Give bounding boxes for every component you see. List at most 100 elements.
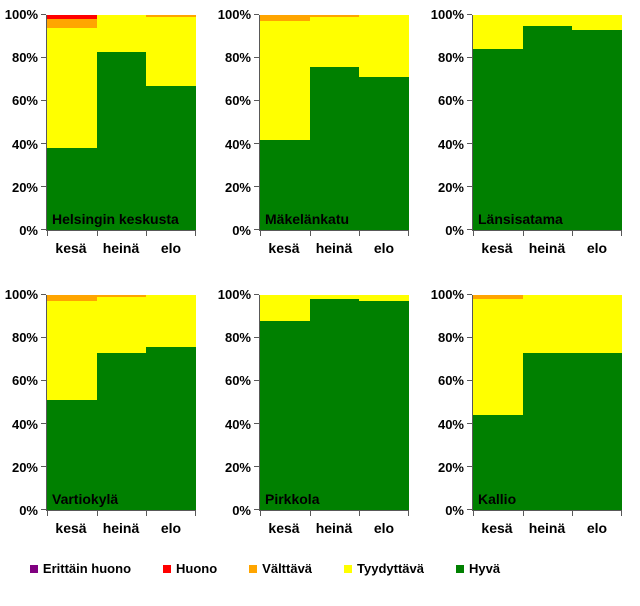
x-axis-category-label: kesä (268, 240, 300, 256)
y-axis-tick-label: 0% (232, 503, 251, 518)
plot-area: Mäkelänkatu (254, 14, 410, 236)
segment-tyydyttävä (96, 15, 147, 52)
legend-item-tyydyttävä: Tyydyttävä (344, 561, 424, 576)
y-axis: 0% 20% 40% 60% 80% 100% (213, 287, 259, 518)
y-axis: 0% 20% 40% 60% 80% 100% (0, 287, 46, 518)
y-axis-tick-label: 40% (11, 416, 38, 432)
segment-hyvä (47, 148, 97, 230)
bar-kallio-elo (572, 295, 623, 510)
plot-area: Helsingin keskusta (41, 14, 197, 236)
y-axis-tick-mark (467, 100, 472, 101)
chart-title: Mäkelänkatu (265, 211, 350, 227)
y-axis-tick-mark (41, 380, 46, 381)
bars (473, 15, 623, 230)
y-axis-tick-label: 20% (224, 179, 251, 195)
bar-pirkkola-elo (359, 295, 410, 510)
x-axis-tick-mark (473, 231, 474, 236)
y-axis-tick-mark (254, 509, 259, 510)
x-axis-tick-mark (408, 231, 409, 236)
x-axis-category-label: elo (160, 240, 182, 256)
x-axis-category-label: heinä (315, 520, 353, 536)
y-axis-tick-mark (254, 143, 259, 144)
plot-area: Länsisatama (467, 14, 623, 236)
plot-area: Vartiokylä (41, 294, 197, 516)
segment-välttävä (96, 295, 147, 298)
segment-tyydyttävä (473, 15, 523, 50)
y-axis-tick-label: 40% (224, 136, 251, 152)
segment-tyydyttävä (359, 15, 410, 78)
y-axis: 0% 20% 40% 60% 80% 100% (213, 7, 259, 238)
y-axis-tick-label: 80% (11, 330, 38, 346)
y-axis-tick-label: 80% (224, 330, 251, 346)
y-axis-tick-mark (467, 337, 472, 338)
segment-tyydyttävä (522, 15, 573, 26)
plot-area: Pirkkola (254, 294, 410, 516)
y-axis-tick-mark (254, 57, 259, 58)
x-axis-tick-mark (408, 511, 409, 516)
chart-kallio: 0% 20% 40% 60% 80% 100% Kallio kesä heinä elo (426, 280, 639, 537)
y-axis-tick-mark (254, 229, 259, 230)
x-axis-tick-mark (359, 511, 361, 516)
y-axis: 0% 20% 40% 60% 80% 100% (426, 7, 472, 238)
legend-swatch-icon (29, 564, 38, 573)
y-axis-tick-label: 20% (437, 179, 464, 195)
legend-item-hyvä: Hyvä (456, 561, 500, 576)
y-axis-tick-label: 100% (4, 7, 38, 22)
y-axis-tick-label: 60% (437, 93, 464, 109)
y-axis-tick-mark (467, 380, 472, 381)
x-axis-category-label: heinä (315, 240, 353, 256)
chart-pirkkola: 0% 20% 40% 60% 80% 100% Pirkkola kesä heinä elo (213, 280, 426, 537)
segment-hyvä (96, 353, 147, 510)
x-axis-tick-mark (260, 231, 261, 236)
y-axis-tick-label: 0% (19, 223, 38, 238)
y-axis-tick-mark (41, 229, 46, 230)
x-axis-tick-mark (572, 231, 574, 236)
legend-swatch-icon (456, 564, 465, 573)
y-axis-tick-mark (254, 337, 259, 338)
x-axis-category-label: elo (586, 240, 608, 256)
y-axis-tick-mark (467, 466, 472, 467)
legend-swatch-icon (249, 564, 258, 573)
x-axis: kesä heinä elo (46, 231, 196, 257)
x-axis-tick-mark (96, 231, 98, 236)
charts-grid: 0% 20% 40% 60% 80% 100% Helsingin keskusta kesä… (0, 0, 639, 537)
y-axis-tick-label: 80% (437, 50, 464, 66)
y-axis-tick-mark (254, 466, 259, 467)
segment-tyydyttävä (47, 27, 97, 149)
x-axis-tick-mark (621, 231, 622, 236)
bar-kallio-heinä (522, 295, 573, 510)
segment-tyydyttävä (309, 17, 360, 67)
y-axis-tick-label: 100% (217, 7, 251, 22)
y-axis-tick-label: 0% (232, 223, 251, 238)
x-axis: kesä heinä elo (472, 231, 622, 257)
x-axis-category-label: elo (373, 240, 395, 256)
x-axis-category-label: kesä (55, 240, 87, 256)
bars (473, 295, 623, 510)
segment-välttävä (47, 19, 97, 28)
x-axis-tick-mark (195, 231, 196, 236)
segment-hyvä (47, 400, 97, 510)
y-axis: 0% 20% 40% 60% 80% 100% (0, 7, 46, 238)
y-axis-tick-mark (467, 294, 472, 295)
segment-hyvä (572, 353, 623, 510)
plot-area: Kallio (467, 294, 623, 516)
y-axis-tick-label: 20% (11, 459, 38, 475)
bar-helsingin-keskusta-elo (146, 15, 197, 230)
chart-länsisatama: 0% 20% 40% 60% 80% 100% Länsisatama kesä heinä el… (426, 0, 639, 257)
segment-tyydyttävä (572, 295, 623, 354)
legend-swatch-icon (344, 564, 353, 573)
segment-hyvä (96, 51, 147, 230)
chart-title: Länsisatama (478, 211, 563, 227)
y-axis-tick-label: 100% (430, 287, 464, 302)
x-axis-tick-mark (473, 511, 474, 516)
segment-hyvä (146, 85, 197, 230)
legend-item-välttävä: Välttävä (249, 561, 312, 576)
x-axis-tick-mark (359, 231, 361, 236)
y-axis: 0% 20% 40% 60% 80% 100% (426, 287, 472, 518)
y-axis-tick-label: 100% (217, 287, 251, 302)
bar-helsingin-keskusta-kesä (47, 15, 97, 230)
x-axis-category-label: heinä (528, 240, 566, 256)
segment-tyydyttävä (572, 15, 623, 31)
y-axis-tick-label: 0% (445, 503, 464, 518)
